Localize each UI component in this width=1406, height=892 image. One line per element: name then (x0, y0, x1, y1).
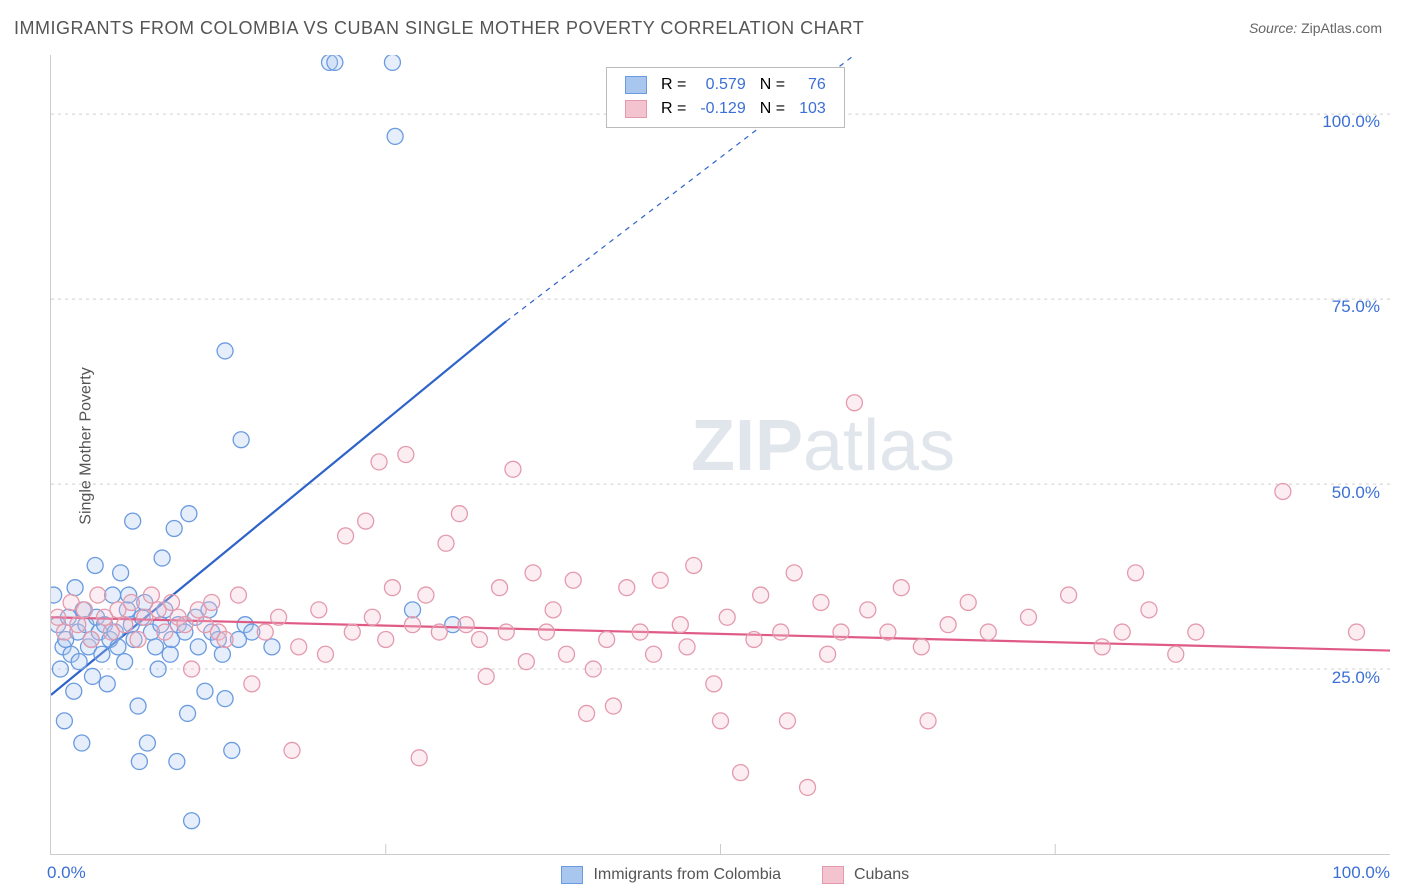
source-value: ZipAtlas.com (1301, 20, 1382, 36)
swatch-icon (625, 76, 647, 94)
n-value: 76 (793, 74, 832, 96)
chart-title: IMMIGRANTS FROM COLOMBIA VS CUBAN SINGLE… (14, 18, 864, 39)
y-tick-label: 50.0% (1332, 483, 1380, 503)
y-tick-label: 25.0% (1332, 668, 1380, 688)
y-tick-label: 75.0% (1332, 297, 1380, 317)
chart-svg (51, 55, 1390, 854)
legend-row-cubans: R = -0.129 N = 103 (619, 98, 832, 120)
r-value: 0.579 (694, 74, 751, 96)
n-value: 103 (793, 98, 832, 120)
swatch-icon (625, 100, 647, 118)
legend-row-colombia: R = 0.579 N = 76 (619, 74, 832, 96)
correlation-legend: R = 0.579 N = 76 R = -0.129 N = 103 (606, 67, 845, 128)
n-label: N = (754, 74, 791, 96)
source-label: Source: (1249, 20, 1301, 36)
r-label: R = (655, 74, 692, 96)
legend-label: Cubans (854, 866, 909, 883)
legend-label: Immigrants from Colombia (593, 866, 781, 883)
x-tick-label: 100.0% (1332, 863, 1390, 883)
series-legend: Immigrants from Colombia Cubans (561, 866, 945, 884)
r-label: R = (655, 98, 692, 120)
legend-item-cubans: Cubans (822, 866, 910, 883)
n-label: N = (754, 98, 791, 120)
source-attribution: Source: ZipAtlas.com (1249, 20, 1382, 36)
swatch-icon (822, 866, 844, 884)
chart-area: ZIPatlas R = 0.579 N = 76 R = -0.129 N =… (50, 55, 1390, 855)
swatch-icon (561, 866, 583, 884)
r-value: -0.129 (694, 98, 751, 120)
legend-item-colombia: Immigrants from Colombia (561, 866, 786, 883)
x-tick-label: 0.0% (47, 863, 86, 883)
y-tick-label: 100.0% (1322, 112, 1380, 132)
